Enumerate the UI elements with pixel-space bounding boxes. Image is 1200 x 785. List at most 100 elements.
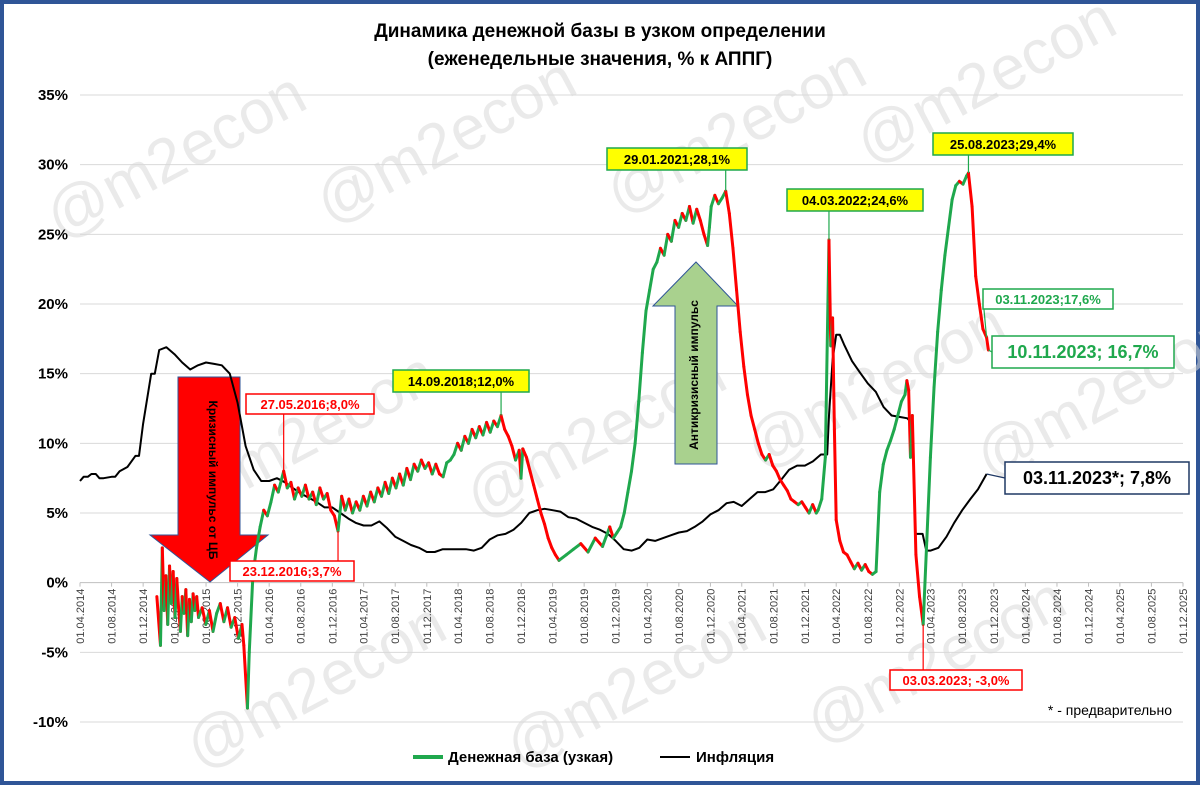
money-base-segment (838, 539, 845, 554)
legend-label-base: Денежная база (узкая) (448, 749, 613, 766)
money-base-segment (499, 413, 507, 431)
money-base-segment (608, 525, 615, 540)
money-base-segment (459, 434, 467, 452)
x-tick-label: 01.04.2020 (642, 589, 654, 644)
money-base-segment (543, 522, 550, 540)
money-base-segment (175, 576, 181, 610)
money-base-segment (753, 427, 760, 445)
annotation-label: 03.03.2023; -3,0% (903, 673, 1010, 688)
annotation-label: 14.09.2018;12,0% (408, 374, 515, 389)
money-base-segment (885, 439, 893, 452)
x-tick-label: 01.08.2019 (579, 589, 591, 644)
money-base-segment (593, 536, 605, 548)
annotation-pointer (986, 473, 1006, 479)
money-base-segment (985, 335, 990, 352)
y-tick-label: 35% (38, 87, 68, 104)
annotation-box (1004, 461, 1190, 495)
money-base-segment (318, 486, 326, 501)
y-tick-label: 10% (38, 435, 68, 452)
money-base-segment (579, 542, 590, 554)
annotation-label: 29.01.2021;28,1% (624, 152, 731, 167)
money-base-segment (878, 462, 885, 494)
money-base-segment (939, 253, 947, 292)
x-tick-label: 01.08.2016 (296, 589, 308, 644)
annotation-label: 23.12.2016;3,7% (242, 564, 341, 579)
x-tick-label: 01.12.2023 (989, 589, 1001, 644)
money-base-segment (889, 427, 896, 443)
money-base-segment (905, 379, 911, 392)
money-base-segment (662, 232, 670, 257)
money-base-segment (619, 511, 626, 529)
money-base-segment (707, 204, 713, 229)
money-base-segment (226, 606, 233, 629)
money-base-segment (211, 611, 219, 633)
x-tick-label: 01.08.2022 (863, 589, 875, 644)
y-tick-label: -5% (41, 644, 68, 661)
x-tick-label: 01.04.2021 (737, 589, 749, 644)
money-base-segment (240, 622, 246, 647)
y-tick-label: 20% (38, 296, 68, 313)
y-tick-label: 5% (46, 505, 68, 522)
money-base-segment (601, 525, 612, 548)
arrows-layer: Кризисный импульс от ЦБ Антикризисный имп… (148, 261, 740, 583)
x-tick-label: 01.08.2025 (1146, 589, 1158, 644)
x-tick-label: 01.08.2014 (107, 589, 119, 644)
money-base-segment (974, 274, 981, 306)
money-base-segment (745, 393, 753, 417)
watermark-text: @m2econ (734, 288, 1017, 482)
money-base-segment (774, 469, 782, 482)
x-tick-label: 01.12.2024 (1084, 589, 1096, 644)
x-tick-label: 01.04.2017 (359, 589, 371, 644)
y-tick-label: 15% (38, 366, 68, 383)
money-base-segment (247, 574, 255, 654)
money-base-segment (637, 351, 644, 404)
x-tick-label: 01.04.2025 (1115, 589, 1127, 644)
money-base-segment (881, 448, 889, 466)
chart-subtitle: (еженедельные значения, % к АППГ) (428, 49, 773, 70)
money-base-segment (910, 413, 918, 557)
money-base-segment (756, 441, 764, 456)
money-base-segment (785, 489, 793, 501)
annotation-box (229, 560, 355, 582)
annotation-label: 04.03.2022;24,6% (802, 193, 909, 208)
money-base-segment (698, 218, 706, 236)
x-tick-label: 01.12.2019 (611, 589, 623, 644)
money-base-segment (742, 365, 749, 397)
annotation-label: 03.11.2023;17,6% (995, 292, 1101, 307)
x-tick-label: 01.08.2017 (390, 589, 402, 644)
money-base-segment (677, 211, 684, 229)
x-tick-label: 01.12.2016 (327, 589, 339, 644)
money-base-segment (564, 547, 576, 557)
money-base-segment (936, 288, 943, 334)
annotation-box (606, 147, 748, 171)
money-base-segment (535, 497, 543, 515)
x-tick-label: 01.12.2018 (516, 589, 528, 644)
money-base-segment (932, 330, 940, 390)
x-tick-label: 01.08.2023 (957, 589, 969, 644)
money-base-segment (258, 508, 266, 529)
x-tick-label: 01.08.2021 (768, 589, 780, 644)
footnote: * - предварительно (1048, 702, 1172, 718)
x-tick-label: 01.04.2022 (831, 589, 843, 644)
money-base-segment (727, 211, 735, 250)
money-base-segment (738, 330, 746, 369)
money-base-segment (630, 441, 637, 473)
money-base-segment (626, 469, 633, 494)
money-base-segment (874, 490, 882, 574)
money-base-segment (892, 413, 900, 431)
money-base-segment (921, 539, 929, 626)
money-base-segment (648, 267, 655, 292)
money-base-segment (245, 650, 251, 710)
money-base-segment (749, 413, 757, 431)
money-base-segment (640, 309, 648, 355)
money-base-segment (834, 518, 842, 543)
y-tick-label: 0% (46, 575, 68, 592)
annotation-box (245, 393, 375, 415)
anticrisis-arrow-label: Антикризисный импульс (687, 300, 701, 450)
y-tick-label: 30% (38, 157, 68, 174)
legend-label-inflation: Инфляция (696, 749, 774, 766)
money-base-segment (950, 184, 958, 201)
legend: Денежная база (узкая) Инфляция (413, 749, 774, 766)
x-tick-label: 01.12.2020 (705, 589, 717, 644)
